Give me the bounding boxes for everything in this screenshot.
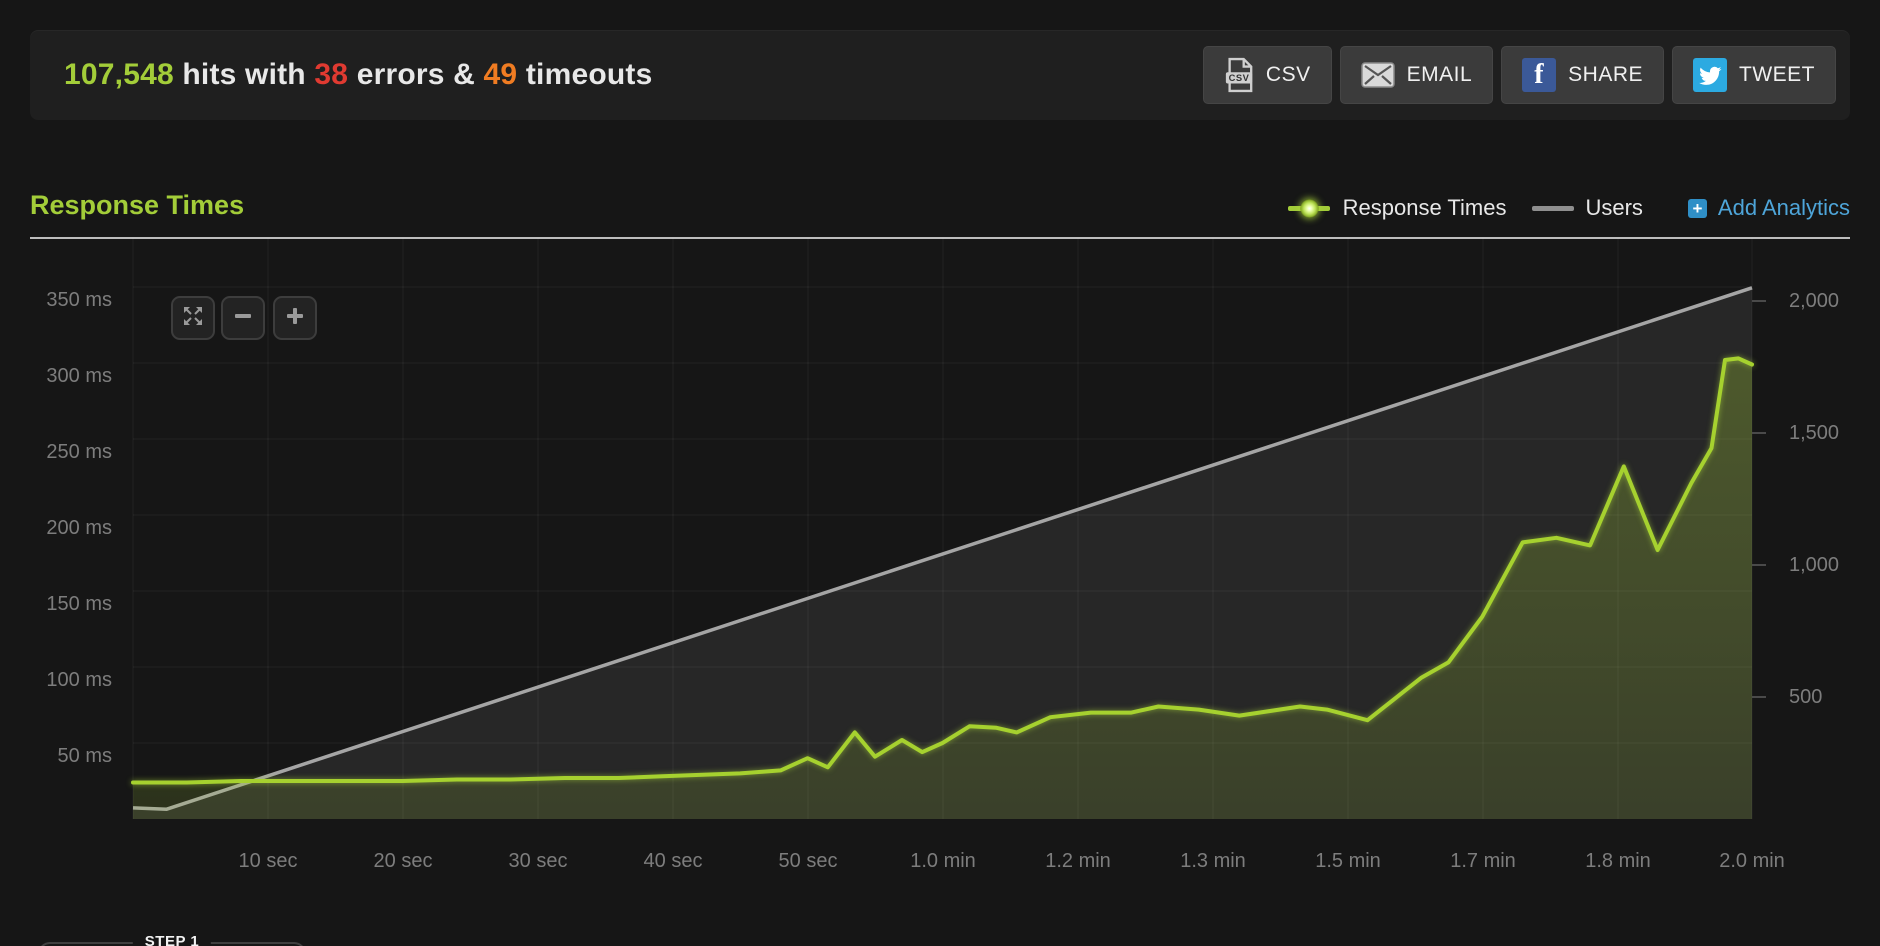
- x-axis-tick: 50 sec: [778, 850, 838, 872]
- minus-icon: [231, 304, 255, 333]
- x-axis-tick: 1.8 min: [1585, 850, 1651, 872]
- zoom-out-button[interactable]: [221, 296, 265, 340]
- plus-square-icon: +: [1687, 198, 1707, 218]
- chart-legend: Response Times Users + Add Analytics: [1287, 190, 1850, 226]
- csv-file-icon: CSV: [1224, 57, 1254, 93]
- left-axis-tick: 50 ms: [57, 745, 112, 767]
- right-axis-tick: 2,000: [1789, 290, 1840, 312]
- email-button[interactable]: EMAIL: [1339, 46, 1494, 104]
- x-axis-tick: 30 sec: [508, 850, 568, 872]
- reset-zoom-button[interactable]: [171, 296, 215, 340]
- chart-top-border: [30, 237, 1850, 239]
- left-axis-tick: 100 ms: [46, 669, 112, 691]
- summary-stats-text: 107,548 hits with 38 errors & 49 timeout…: [64, 30, 652, 120]
- response-times-series: [131, 356, 1754, 785]
- twitter-icon: [1693, 58, 1727, 92]
- x-axis-tick: 1.3 min: [1180, 850, 1246, 872]
- x-axis-tick: 1.7 min: [1450, 850, 1516, 872]
- add-analytics-label: Add Analytics: [1717, 195, 1850, 220]
- response-times-marker: [1287, 198, 1330, 218]
- legend-users[interactable]: Users: [1532, 195, 1643, 221]
- csv-button[interactable]: CSV CSV: [1202, 46, 1332, 104]
- errors-count: 38: [314, 58, 349, 91]
- users-series-area: [133, 287, 1752, 819]
- left-axis-tick: 200 ms: [46, 517, 112, 539]
- x-axis-tick: 1.2 min: [1045, 850, 1111, 872]
- x-axis-tick: 2.0 min: [1719, 850, 1785, 872]
- errors-suffix: errors &: [348, 58, 484, 91]
- timeouts-count: 49: [483, 58, 518, 91]
- legend-response-times-label: Response Times: [1342, 195, 1507, 220]
- left-axis-tick: 250 ms: [46, 441, 112, 463]
- summary-stats-bar: 107,548 hits with 38 errors & 49 timeout…: [30, 30, 1850, 120]
- tweet-button[interactable]: TWEET: [1672, 46, 1836, 104]
- svg-text:CSV: CSV: [1229, 73, 1250, 83]
- x-axis-tick: 10 sec: [238, 850, 298, 872]
- hits-count: 107,548: [64, 58, 174, 91]
- chart-title: Response Times: [30, 190, 245, 220]
- zoom-in-button[interactable]: [273, 296, 317, 340]
- left-axis-tick: 300 ms: [46, 365, 112, 387]
- timeouts-suffix: timeouts: [517, 58, 653, 91]
- hits-suffix: hits with: [173, 58, 315, 91]
- x-axis-tick: 1.0 min: [910, 850, 976, 872]
- tweet-button-label: TWEET: [1739, 63, 1815, 86]
- add-analytics-link[interactable]: + Add Analytics: [1687, 195, 1850, 221]
- step-1-panel: STEP 1: [38, 933, 306, 946]
- share-button-label: SHARE: [1568, 63, 1643, 86]
- plus-icon: [283, 304, 307, 333]
- step-1-label: STEP 1: [132, 933, 212, 946]
- right-axis-tick: 500: [1789, 686, 1823, 708]
- right-axis-tick: 1,500: [1789, 422, 1840, 444]
- expand-icon: [181, 304, 205, 333]
- left-axis-tick: 150 ms: [46, 593, 112, 615]
- header-actions: CSV CSV EMAIL f SHARE: [1202, 46, 1836, 104]
- left-axis-tick: 350 ms: [46, 289, 112, 311]
- x-axis-tick: 40 sec: [643, 850, 703, 872]
- right-axis-tick: 1,000: [1789, 554, 1840, 576]
- legend-response-times[interactable]: Response Times: [1287, 195, 1507, 221]
- x-axis-tick: 1.5 min: [1315, 850, 1381, 872]
- csv-button-label: CSV: [1265, 63, 1311, 86]
- legend-users-label: Users: [1585, 195, 1643, 220]
- x-axis-tick: 20 sec: [373, 850, 433, 872]
- users-marker: [1532, 205, 1575, 211]
- facebook-share-button[interactable]: f SHARE: [1501, 46, 1664, 104]
- response-times-series-area: [133, 358, 1752, 819]
- glow-dot-icon: [1299, 198, 1319, 218]
- facebook-icon: f: [1522, 58, 1557, 92]
- right-axis-ticks: [1752, 300, 1766, 698]
- envelope-icon: [1360, 62, 1395, 88]
- email-button-label: EMAIL: [1406, 63, 1473, 86]
